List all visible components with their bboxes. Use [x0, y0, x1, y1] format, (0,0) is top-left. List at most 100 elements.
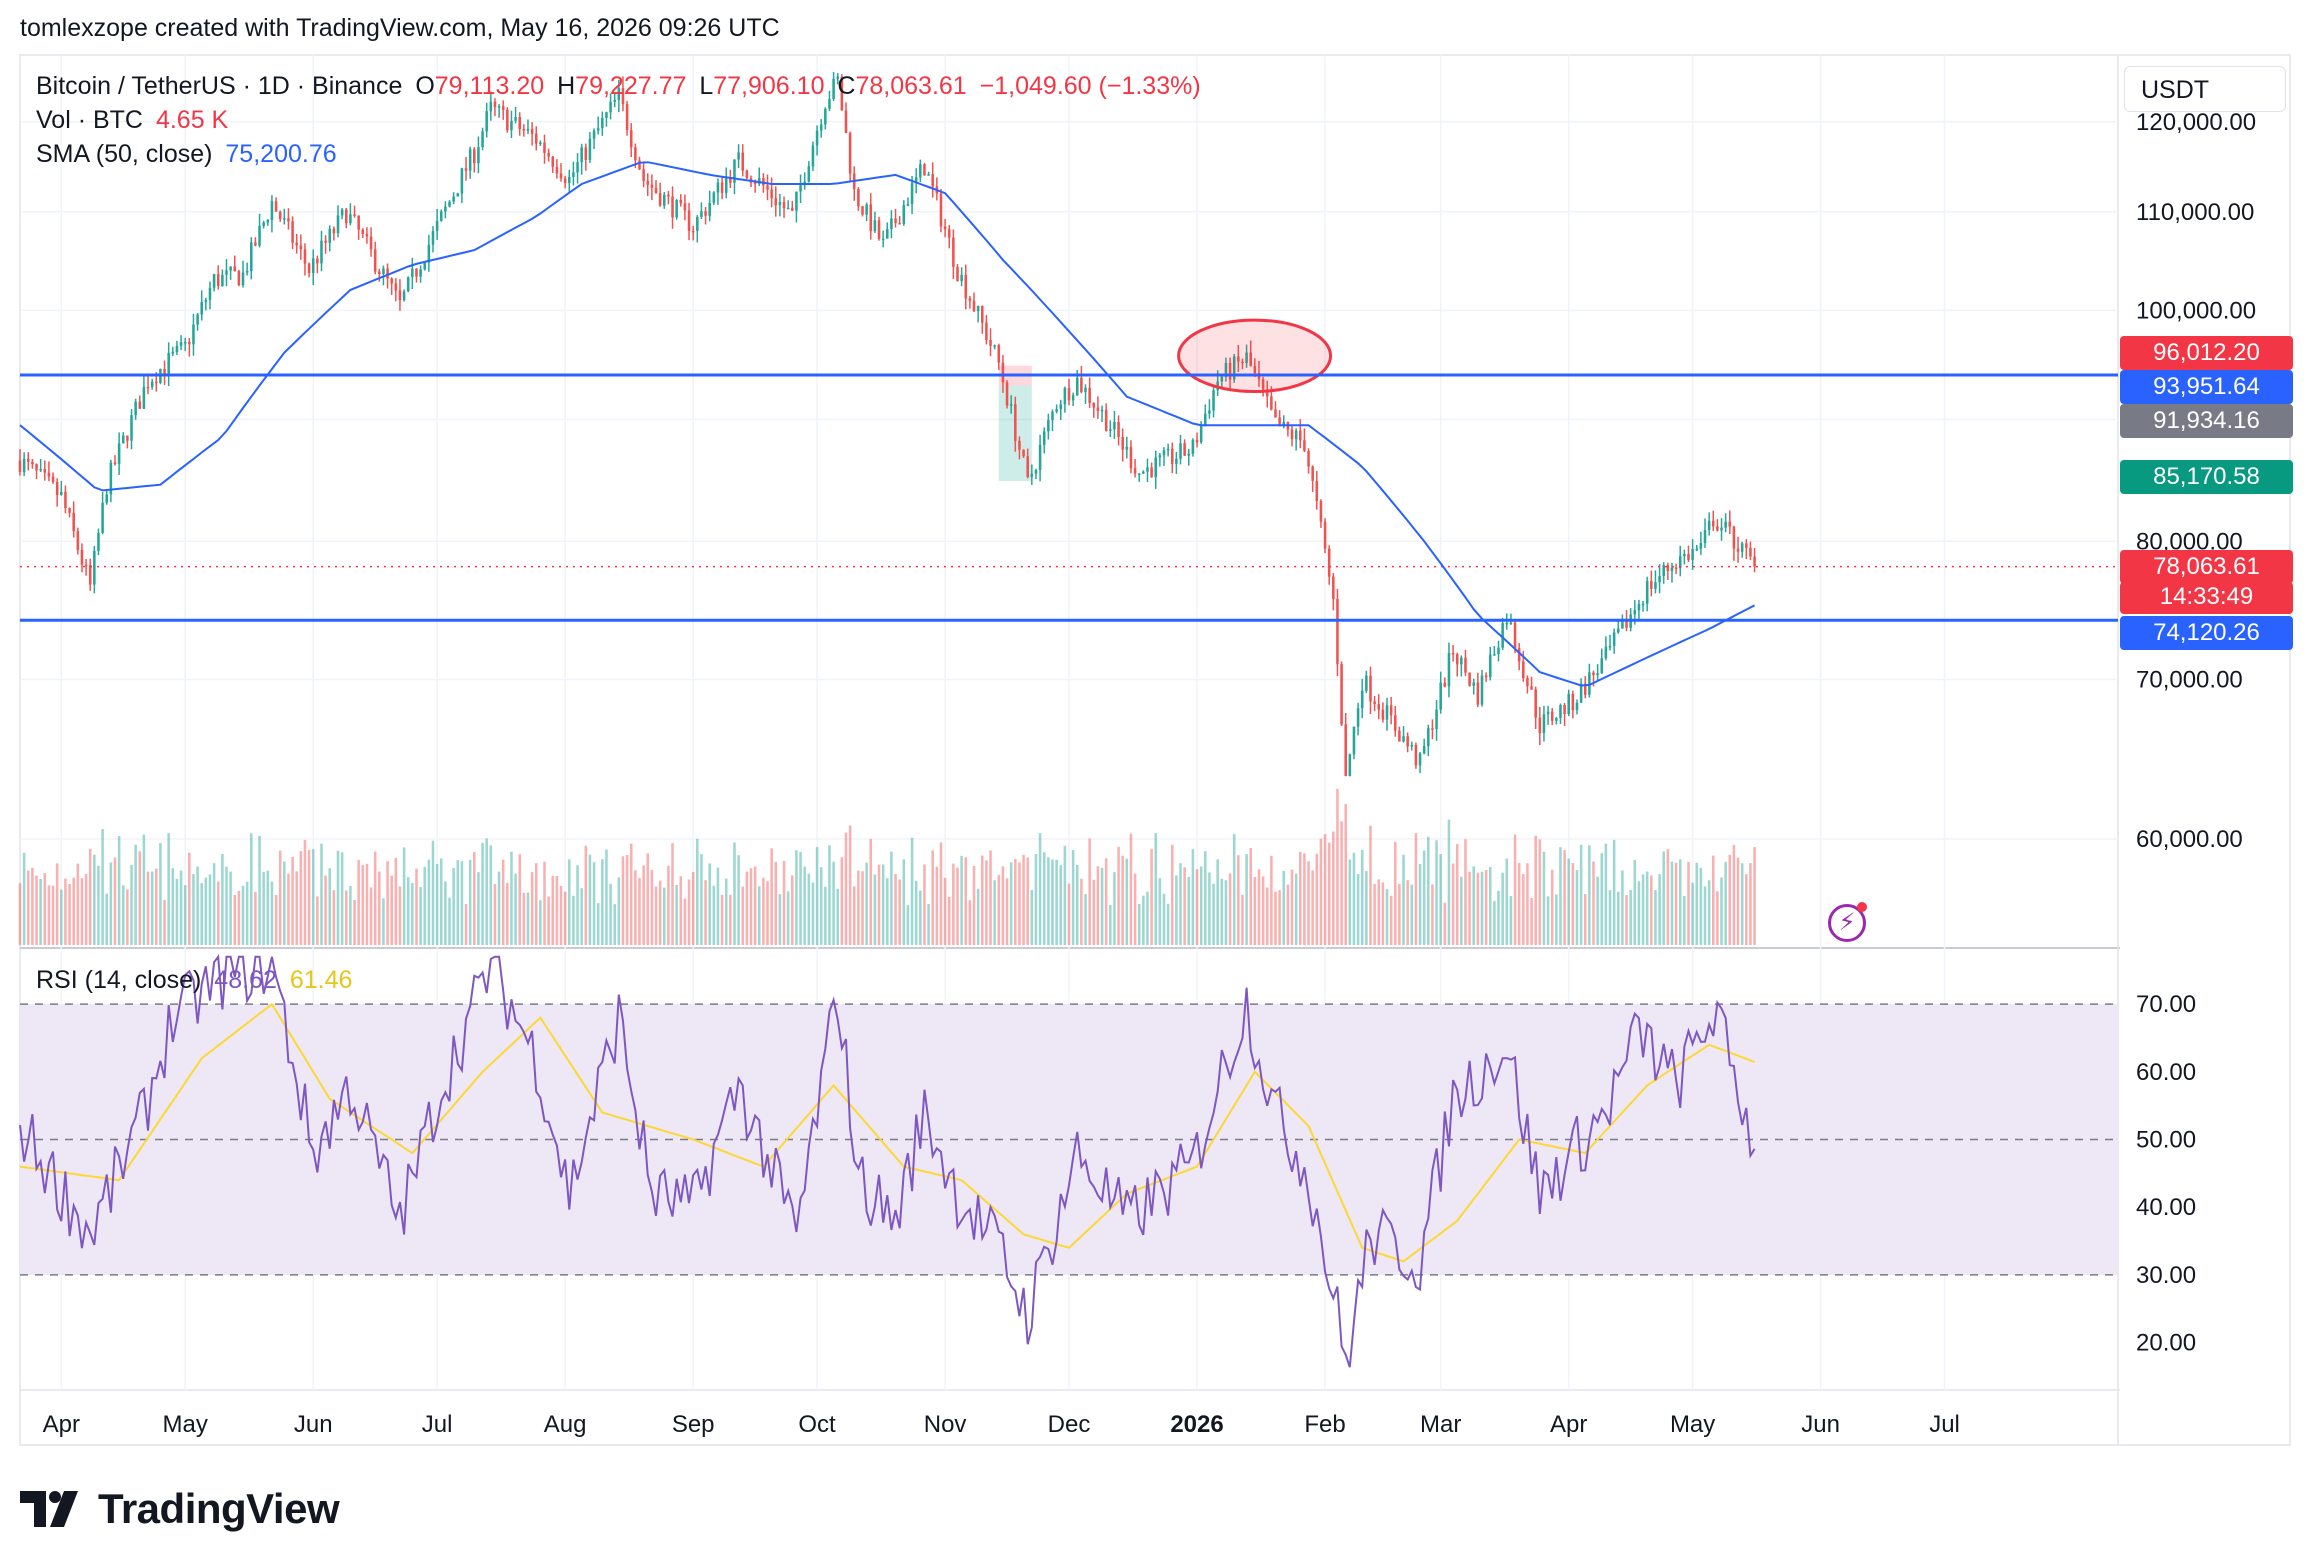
- candle-body: [1344, 724, 1347, 776]
- volume-bar: [353, 899, 356, 945]
- volume-bar: [605, 849, 608, 945]
- volume-bar: [1402, 854, 1405, 945]
- candle-body: [192, 324, 195, 345]
- candle-body: [1323, 521, 1327, 549]
- volume-bar: [1187, 876, 1191, 945]
- candle-body: [1736, 548, 1740, 552]
- candle-body: [1327, 548, 1331, 577]
- candle-body: [1340, 664, 1343, 725]
- volume-bar: [906, 905, 910, 945]
- volume-bar: [307, 850, 311, 945]
- candle-body: [1451, 653, 1455, 655]
- volume-bar: [468, 859, 472, 945]
- volume-legend[interactable]: Vol · BTC 4.65 K: [36, 106, 234, 135]
- candle-body: [1406, 736, 1409, 747]
- volume-bar: [811, 882, 815, 945]
- candle-body: [101, 502, 104, 533]
- volume-bar: [1142, 895, 1145, 945]
- volume-bar: [373, 851, 377, 945]
- volume-bar: [1224, 880, 1228, 945]
- volume-bar: [324, 875, 327, 945]
- volume-bar: [1476, 872, 1480, 945]
- volume-bar: [460, 861, 464, 945]
- volume-bar: [720, 894, 724, 945]
- candle-body: [481, 131, 484, 148]
- volume-bar: [551, 875, 555, 945]
- volume-bar: [1695, 862, 1699, 945]
- candle-body: [828, 99, 831, 109]
- candle-body: [423, 262, 427, 270]
- volume-bar: [398, 886, 402, 945]
- sma-legend[interactable]: SMA (50, close) 75,200.76: [36, 140, 343, 169]
- candle-body: [1084, 387, 1087, 393]
- volume-bar: [406, 877, 410, 945]
- volume-bar: [716, 867, 720, 945]
- volume-bar: [1117, 846, 1120, 945]
- volume-bar: [691, 872, 695, 945]
- lightning-icon[interactable]: ⚡: [1828, 904, 1866, 942]
- candle-body: [1022, 449, 1025, 457]
- candle-body: [757, 178, 761, 184]
- rsi-value: 48.62: [214, 966, 277, 994]
- candle-body: [1608, 645, 1612, 648]
- candle-body: [1497, 647, 1500, 655]
- candle-body: [130, 415, 133, 441]
- candle-body: [1435, 709, 1438, 730]
- volume-bar: [774, 861, 778, 945]
- open-label: O: [415, 72, 435, 100]
- volume-bar: [1666, 849, 1670, 945]
- currency-button[interactable]: USDT: [2124, 66, 2286, 112]
- volume-bar: [159, 843, 162, 945]
- volume-bar: [68, 883, 71, 945]
- high-label: H: [557, 72, 576, 100]
- price-tick-label: 70,000.00: [2136, 666, 2243, 693]
- volume-bar: [1336, 788, 1339, 945]
- candle-body: [88, 564, 92, 585]
- tradingview-logo[interactable]: TradingView: [20, 1485, 340, 1533]
- candle-body: [254, 242, 257, 246]
- candle-body: [786, 207, 790, 210]
- volume-bar: [819, 867, 823, 945]
- candle-body: [741, 152, 745, 171]
- volume-bar: [378, 871, 381, 945]
- volume-bar: [80, 878, 84, 945]
- candle-body: [1571, 693, 1575, 711]
- volume-bar: [200, 883, 203, 945]
- candle-body: [266, 220, 270, 223]
- candle-body: [109, 462, 113, 495]
- volume-bar: [861, 871, 864, 945]
- sma-line: [19, 161, 1756, 687]
- candle-body: [64, 491, 67, 509]
- candle-body: [1100, 409, 1104, 412]
- candle-body: [927, 174, 930, 176]
- volume-bar: [303, 839, 307, 945]
- candle-body: [952, 237, 955, 267]
- time-tick-label: Sep: [672, 1411, 715, 1438]
- volume-bar: [1005, 878, 1009, 945]
- volume-bar: [1261, 876, 1265, 945]
- volume-bar: [101, 829, 104, 945]
- volume-bar: [919, 890, 922, 945]
- volume-bar: [126, 889, 129, 945]
- candle-body: [1274, 409, 1277, 418]
- symbol-label[interactable]: Bitcoin / TetherUS · 1D · Binance: [36, 72, 403, 100]
- candle-body: [1720, 527, 1723, 531]
- candle-body: [1381, 709, 1385, 720]
- candle-body: [1431, 728, 1434, 730]
- volume-bar: [245, 881, 249, 945]
- volume-bar: [1286, 884, 1290, 945]
- candle-body: [638, 160, 641, 170]
- volume-bar: [130, 864, 133, 945]
- candle-body: [1472, 682, 1476, 686]
- rsi-legend[interactable]: RSI (14, close) 48.62 61.46: [36, 966, 358, 995]
- volume-bar: [1522, 874, 1525, 945]
- volume-bar: [1455, 844, 1459, 945]
- candle-body: [1150, 467, 1153, 478]
- candle-body: [1071, 395, 1075, 401]
- volume-bar: [1736, 857, 1740, 945]
- volume-bar: [1232, 834, 1236, 945]
- volume-bar: [196, 866, 199, 945]
- candle-body: [179, 342, 183, 346]
- volume-bar: [1298, 851, 1302, 945]
